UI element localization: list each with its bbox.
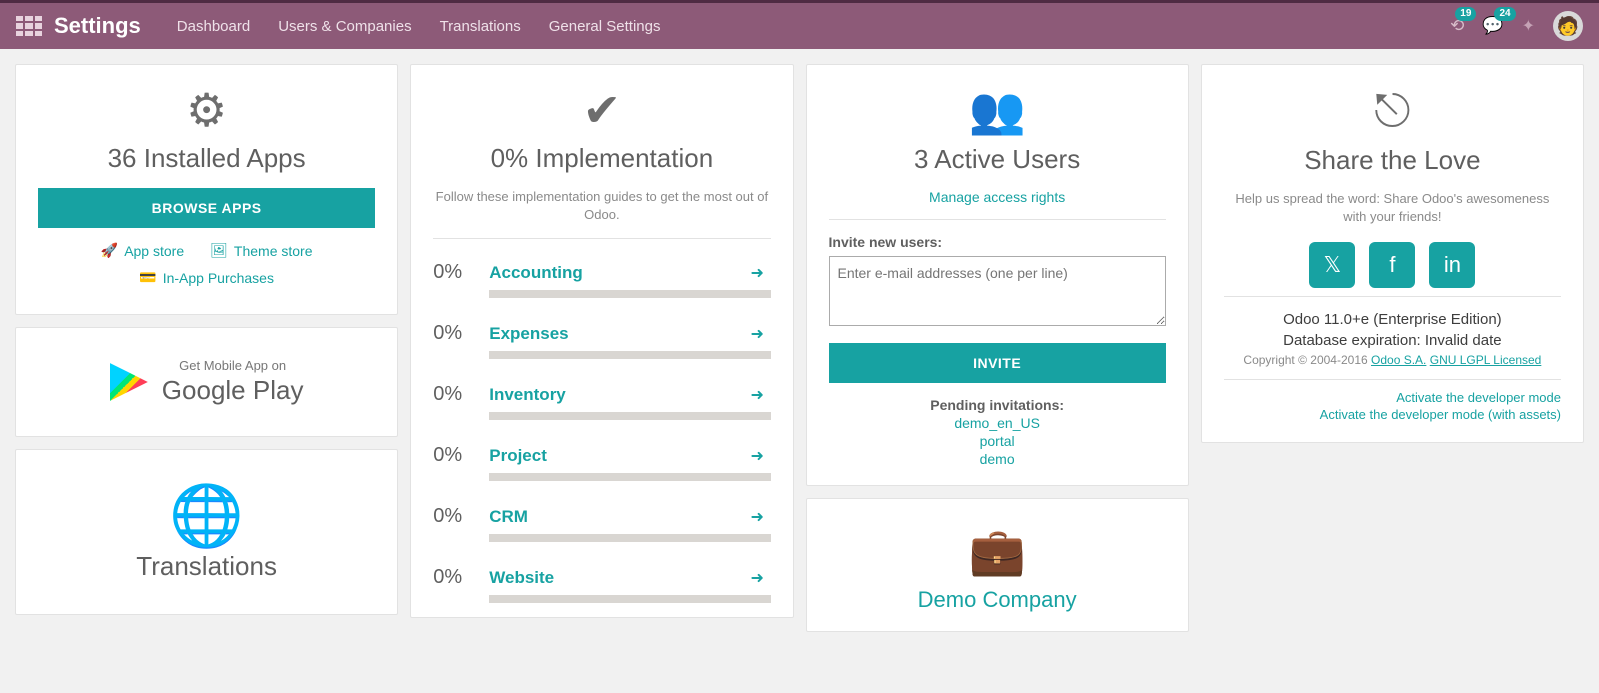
theme-store-link[interactable]: 🖼 Theme store (210, 242, 312, 259)
briefcase-icon: 💼 (829, 524, 1166, 579)
activity-badge-count: 19 (1455, 7, 1476, 21)
invite-button[interactable]: INVITE (829, 343, 1166, 383)
pending-invite-demo-en-us[interactable]: demo_en_US (829, 415, 1166, 431)
arrow-icon: ➜ (751, 385, 771, 405)
demo-company-card[interactable]: 💼 Demo Company (806, 498, 1189, 632)
invite-block: Invite new users: INVITE Pending invitat… (829, 219, 1166, 467)
progress-bar (489, 412, 770, 420)
pending-invite-portal[interactable]: portal (829, 433, 1166, 449)
app-title: Settings (54, 13, 141, 39)
topbar-right-controls: ⟲ 19 💬 24 ✦ 🧑 (1450, 11, 1583, 41)
installed-apps-count: 36 Installed Apps (38, 143, 375, 174)
browse-apps-button[interactable]: BROWSE APPS (38, 188, 375, 228)
arrow-icon: ➜ (751, 263, 771, 283)
app-store-link[interactable]: 🚀 App store (101, 242, 184, 259)
people-icon: 👥 (968, 83, 1025, 138)
impl-row-project[interactable]: 0% Project ➜ (433, 434, 770, 495)
column-users: 👥 3 Active Users Manage access rights In… (806, 64, 1189, 632)
top-bar: Settings Dashboard Users & Companies Tra… (0, 0, 1599, 49)
column-share: ⎋ Share the Love Help us spread the word… (1201, 64, 1584, 632)
globe-icon: 🌐 (38, 480, 375, 551)
nav-item-general-settings[interactable]: General Settings (549, 18, 661, 35)
messages-icon[interactable]: 💬 24 (1482, 16, 1503, 36)
odoo-sa-link[interactable]: Odoo S.A. (1371, 353, 1426, 367)
avatar[interactable]: 🧑 (1553, 11, 1583, 41)
activate-dev-mode-link[interactable]: Activate the developer mode (1224, 390, 1561, 405)
column-apps: ⚙ 36 Installed Apps BROWSE APPS 🚀 App st… (15, 64, 398, 632)
translations-card[interactable]: 🌐 Translations (15, 449, 398, 615)
google-play-icon (110, 363, 148, 401)
settings-dashboard: ⚙ 36 Installed Apps BROWSE APPS 🚀 App st… (0, 49, 1599, 647)
implementation-list: 0% Accounting ➜ 0% Expenses ➜ 0% Invento… (433, 238, 770, 617)
share-icon: ⎋ (1374, 83, 1410, 139)
arrow-icon: ➜ (751, 507, 771, 527)
pending-invite-demo[interactable]: demo (829, 451, 1166, 467)
column-implementation: ✔ 0% Implementation Follow these impleme… (410, 64, 793, 632)
check-icon: ✔ (583, 83, 622, 137)
nav-item-users-companies[interactable]: Users & Companies (278, 18, 411, 35)
arrow-icon: ➜ (751, 568, 771, 588)
mobile-app-card[interactable]: Get Mobile App on Google Play (15, 327, 398, 437)
apps-link-row-2: 💳 In-App Purchases (38, 269, 375, 286)
progress-bar (489, 534, 770, 542)
odoo-info-block: Odoo 11.0+e (Enterprise Edition) Databas… (1224, 296, 1561, 367)
share-the-love-card: ⎋ Share the Love Help us spread the word… (1201, 64, 1584, 443)
activate-dev-mode-assets-link[interactable]: Activate the developer mode (with assets… (1224, 407, 1561, 422)
in-app-purchases-link[interactable]: 💳 In-App Purchases (139, 269, 274, 286)
rocket-icon: 🚀 (101, 242, 118, 259)
progress-bar (489, 595, 770, 603)
messages-badge-count: 24 (1494, 7, 1515, 21)
invite-email-textarea[interactable] (829, 256, 1166, 326)
dev-mode-block: Activate the developer mode Activate the… (1224, 379, 1561, 422)
impl-row-accounting[interactable]: 0% Accounting ➜ (433, 251, 770, 312)
impl-row-expenses[interactable]: 0% Expenses ➜ (433, 312, 770, 373)
tools-icon[interactable]: ✦ (1522, 16, 1535, 36)
facebook-icon[interactable]: f (1369, 242, 1415, 288)
gear-icon: ⚙ (186, 83, 227, 137)
gnu-lgpl-link[interactable]: GNU LGPL Licensed (1430, 353, 1542, 367)
apps-grid-icon[interactable] (16, 16, 42, 36)
nav-item-dashboard[interactable]: Dashboard (177, 18, 250, 35)
progress-bar (489, 351, 770, 359)
copyright-line: Copyright © 2004-2016 Odoo S.A. GNU LGPL… (1224, 353, 1561, 367)
installed-apps-card: ⚙ 36 Installed Apps BROWSE APPS 🚀 App st… (15, 64, 398, 315)
activity-icon[interactable]: ⟲ 19 (1450, 16, 1464, 36)
twitter-icon[interactable]: 𝕏 (1309, 242, 1355, 288)
impl-row-inventory[interactable]: 0% Inventory ➜ (433, 373, 770, 434)
nav-item-translations[interactable]: Translations (440, 18, 521, 35)
image-icon: 🖼 (210, 242, 228, 259)
impl-row-website[interactable]: 0% Website ➜ (433, 556, 770, 617)
impl-row-crm[interactable]: 0% CRM ➜ (433, 495, 770, 556)
apps-link-row: 🚀 App store 🖼 Theme store (38, 242, 375, 259)
social-icons-row: 𝕏 f in (1224, 242, 1561, 288)
implementation-card: ✔ 0% Implementation Follow these impleme… (410, 64, 793, 618)
coin-icon: 💳 (139, 269, 156, 286)
linkedin-icon[interactable]: in (1429, 242, 1475, 288)
manage-access-rights-link[interactable]: Manage access rights (929, 189, 1065, 205)
active-users-card: 👥 3 Active Users Manage access rights In… (806, 64, 1189, 486)
progress-bar (489, 290, 770, 298)
top-nav: Dashboard Users & Companies Translations… (177, 18, 1450, 35)
arrow-icon: ➜ (751, 446, 771, 466)
arrow-icon: ➜ (751, 324, 771, 344)
progress-bar (489, 473, 770, 481)
